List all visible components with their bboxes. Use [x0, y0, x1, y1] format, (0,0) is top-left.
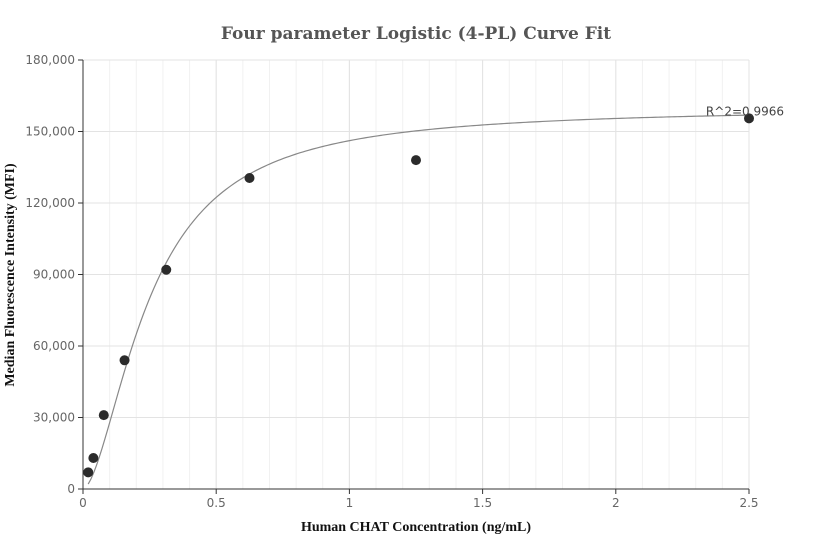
y-tick-label: 60,000 — [33, 339, 75, 353]
x-tick-label: 0 — [79, 496, 87, 510]
x-tick-label: 1 — [346, 496, 354, 510]
x-tick-label: 0.5 — [207, 496, 226, 510]
y-tick-label: 180,000 — [25, 53, 75, 67]
y-tick-label: 150,000 — [25, 125, 75, 139]
y-tick-label: 0 — [67, 482, 75, 496]
fit-curve — [87, 114, 750, 485]
data-point — [119, 355, 130, 366]
chart-title: Four parameter Logistic (4-PL) Curve Fit — [221, 24, 611, 44]
r-squared-label: R^2=0.9966 — [706, 104, 784, 118]
data-point — [244, 172, 255, 183]
data-point — [161, 264, 172, 275]
data-point — [411, 155, 421, 166]
data-point — [744, 113, 754, 124]
x-axis-title: Human CHAT Concentration (ng/mL) — [301, 520, 531, 535]
annotations: R^2=0.9966 — [706, 104, 784, 118]
tick-labels: 0 30,000 60,000 90,000 120,000 150,000 180,000… — [25, 53, 758, 510]
y-tick-label: 30,000 — [33, 411, 75, 425]
y-tick-label: 90,000 — [33, 268, 75, 282]
grid — [82, 59, 750, 490]
data-point — [83, 467, 94, 478]
data-points — [83, 113, 754, 478]
axes — [78, 59, 750, 494]
x-tick-label: 2 — [612, 496, 620, 510]
x-tick-label: 2.5 — [739, 496, 758, 510]
x-tick-label: 1.5 — [473, 496, 492, 510]
y-axis-title: Median Fluorescence Intensity (MFI) — [3, 163, 18, 387]
data-point — [98, 410, 109, 421]
y-tick-label: 120,000 — [25, 196, 75, 210]
data-point — [88, 453, 99, 464]
